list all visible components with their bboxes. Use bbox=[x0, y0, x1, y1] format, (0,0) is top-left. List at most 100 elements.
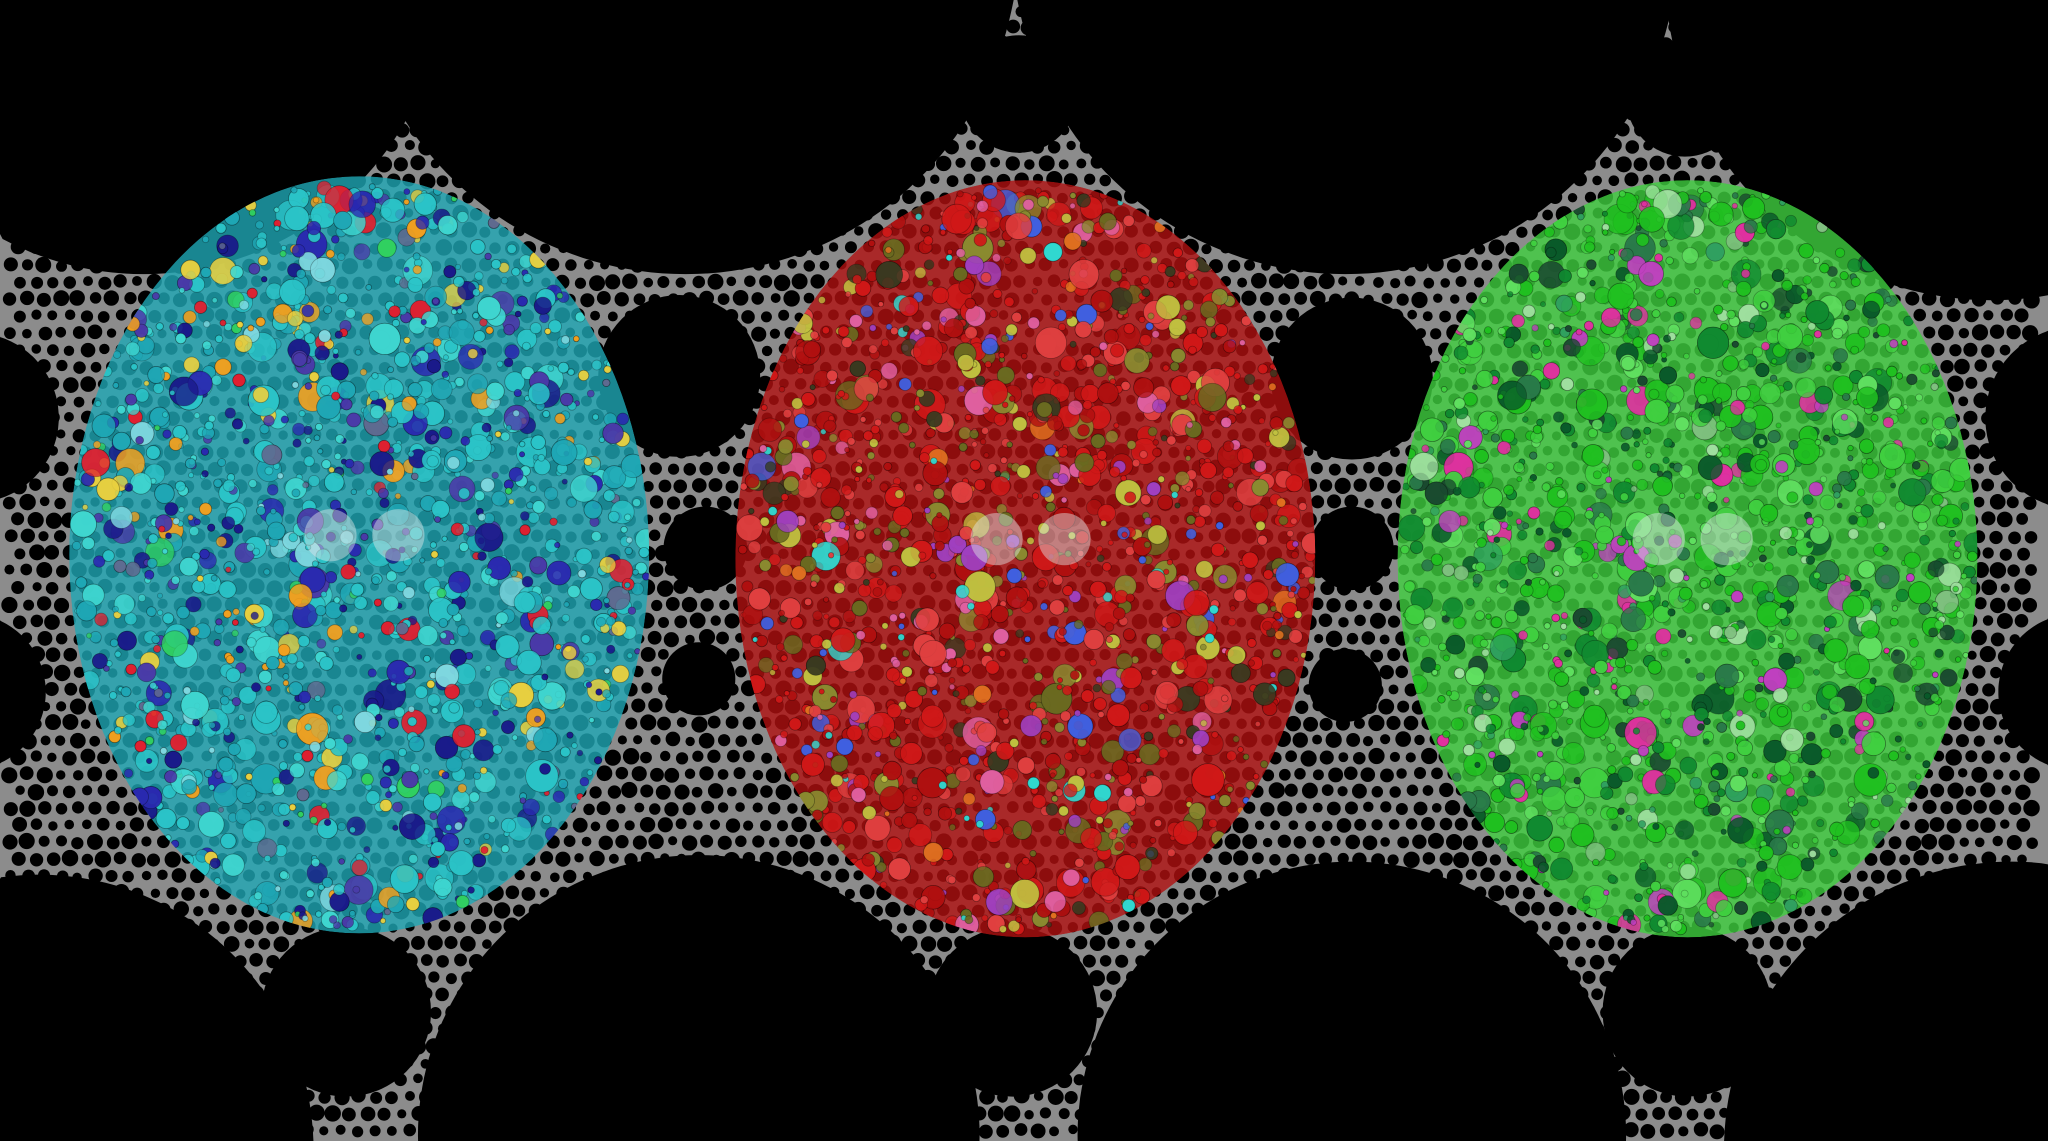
lattice-circle bbox=[64, 309, 76, 320]
lattice-circle bbox=[1913, 308, 1927, 322]
lattice-circle bbox=[1310, 462, 1323, 475]
lattice-circle bbox=[2006, 324, 2021, 340]
lattice-circle bbox=[760, 311, 772, 323]
lattice-circle bbox=[1038, 155, 1055, 172]
lattice-circle bbox=[1567, 192, 1578, 203]
lattice-circle bbox=[1353, 478, 1367, 492]
lattice-circle bbox=[598, 325, 611, 339]
lattice-circle bbox=[1990, 597, 2006, 614]
lattice-circle bbox=[132, 275, 142, 286]
lattice-circle bbox=[622, 273, 638, 289]
lattice-circle bbox=[1981, 344, 1995, 358]
lattice-circle bbox=[1251, 272, 1267, 289]
lattice-circle bbox=[66, 446, 76, 456]
lattice-circle bbox=[726, 276, 737, 287]
lattice-circle bbox=[1974, 597, 1987, 610]
lattice-circle bbox=[2014, 578, 2031, 595]
lattice-circle bbox=[1422, 311, 1433, 322]
lattice-circle bbox=[31, 344, 42, 354]
lattice-circle bbox=[46, 479, 58, 491]
lattice-circle bbox=[1389, 447, 1400, 458]
lattice-circle bbox=[700, 598, 714, 612]
lattice-circle bbox=[716, 631, 729, 645]
lattice-circle bbox=[393, 157, 408, 172]
lattice-circle bbox=[1286, 308, 1300, 322]
lattice-circle bbox=[97, 311, 110, 323]
lattice-circle bbox=[685, 634, 695, 645]
lattice-circle bbox=[666, 496, 681, 510]
lattice-circle bbox=[649, 495, 664, 509]
lattice-circle bbox=[54, 497, 66, 510]
lattice-circle bbox=[27, 512, 44, 529]
lattice-circle bbox=[1346, 632, 1359, 645]
lattice-circle bbox=[1058, 159, 1069, 170]
lattice-circle bbox=[410, 155, 426, 171]
lattice-circle bbox=[2000, 308, 2013, 321]
lattice-circle bbox=[648, 698, 663, 713]
lattice-circle bbox=[1615, 156, 1632, 173]
lattice-circle bbox=[1965, 683, 1979, 696]
lattice-circle bbox=[36, 596, 52, 611]
lattice-circle bbox=[778, 309, 790, 321]
lattice-circle bbox=[1311, 495, 1325, 509]
lattice-circle bbox=[902, 189, 917, 205]
lattice-circle bbox=[1369, 612, 1386, 629]
lattice-circle bbox=[113, 274, 127, 288]
lattice-circle bbox=[89, 292, 102, 304]
lattice-circle bbox=[658, 648, 669, 660]
lattice-circle bbox=[2, 292, 17, 306]
lattice-circle bbox=[1967, 650, 1977, 660]
lattice-circle bbox=[53, 664, 71, 682]
lattice-circle bbox=[880, 209, 892, 220]
lattice-circle bbox=[12, 615, 27, 630]
lattice-circle bbox=[4, 529, 18, 543]
lattice-circle bbox=[710, 615, 721, 626]
lattice-circle bbox=[2, 496, 16, 510]
lattice-circle bbox=[1411, 291, 1428, 309]
lattice-circle bbox=[1981, 478, 1995, 492]
lattice-circle bbox=[1979, 645, 1996, 663]
lattice-circle bbox=[640, 647, 656, 662]
lattice-circle bbox=[1, 596, 18, 614]
lattice-circle bbox=[1303, 446, 1314, 457]
lattice-circle bbox=[1005, 156, 1020, 171]
lattice-circle bbox=[1318, 613, 1333, 628]
lattice-circle bbox=[31, 276, 44, 289]
lattice-circle bbox=[970, 156, 986, 172]
lattice-circle bbox=[1345, 463, 1358, 476]
lattice-circle bbox=[2025, 564, 2037, 576]
lattice-circle bbox=[1958, 396, 1969, 407]
lattice-circle bbox=[1946, 308, 1961, 323]
lattice-circle bbox=[1923, 326, 1936, 339]
lattice-circle bbox=[2007, 564, 2020, 577]
lattice-circle bbox=[2022, 597, 2038, 613]
lattice-circle bbox=[1237, 277, 1248, 288]
lattice-circle bbox=[741, 310, 755, 324]
lattice-circle bbox=[14, 276, 26, 289]
lattice-circle bbox=[1971, 324, 1989, 341]
lattice-circle bbox=[1241, 290, 1257, 306]
lattice-circle bbox=[791, 273, 808, 290]
lattice-circle bbox=[55, 396, 67, 407]
lattice-circle bbox=[649, 462, 662, 475]
lattice-circle bbox=[1430, 328, 1442, 340]
lattice-circle bbox=[29, 478, 42, 491]
lattice-circle bbox=[1592, 175, 1602, 186]
lattice-circle bbox=[1972, 665, 1986, 679]
lattice-circle bbox=[32, 582, 42, 592]
lattice-circle bbox=[4, 327, 16, 340]
lattice-circle bbox=[1465, 292, 1477, 304]
lattice-circle bbox=[2014, 613, 2029, 628]
lattice-circle bbox=[44, 614, 60, 630]
lattice-circle bbox=[53, 597, 70, 614]
lattice-circle bbox=[681, 596, 698, 613]
lattice-circle bbox=[1963, 342, 1978, 357]
lattice-circle bbox=[751, 326, 767, 342]
lattice-circle bbox=[2016, 513, 2029, 525]
lattice-circle bbox=[1965, 376, 1978, 389]
lattice-circle bbox=[769, 328, 781, 339]
lattice-circle bbox=[1303, 275, 1318, 290]
lattice-circle bbox=[36, 562, 53, 578]
lattice-circle bbox=[1996, 511, 2013, 528]
lattice-circle bbox=[20, 563, 33, 576]
